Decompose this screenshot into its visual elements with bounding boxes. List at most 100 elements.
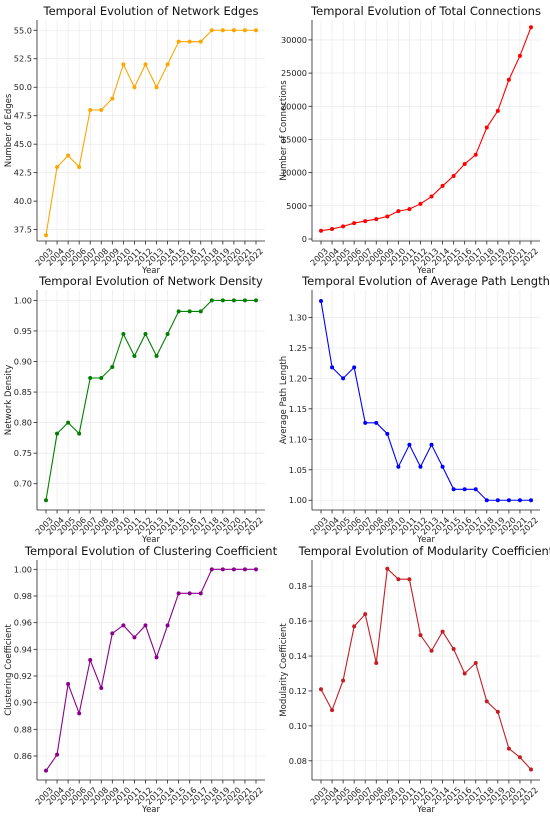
data-point: [517, 53, 522, 58]
data-point: [44, 233, 48, 238]
y-tick-label: 0.88: [14, 724, 32, 734]
y-axis-label: Number of Connections: [279, 80, 289, 181]
chart-modularity: 0.080.100.120.140.160.182003200420052006…: [279, 544, 550, 815]
y-tick-label: 45.0: [14, 139, 32, 149]
data-point: [418, 633, 423, 638]
data-point: [341, 678, 346, 683]
data-point: [407, 442, 412, 447]
data-point: [451, 487, 456, 492]
y-tick-label: 0.70: [14, 479, 32, 489]
data-point: [462, 162, 467, 167]
chart-edges: 37.540.042.545.047.550.052.555.020032004…: [4, 4, 265, 276]
grid: [312, 560, 540, 780]
data-point: [341, 224, 346, 229]
data-point: [319, 687, 323, 692]
chart-clustering: 0.860.880.900.920.940.960.981.0020032004…: [4, 544, 278, 815]
x-axis-label: Year: [141, 805, 161, 815]
data-point: [44, 498, 48, 503]
y-tick-label: 42.5: [14, 168, 32, 178]
y-tick-label: 0.95: [14, 326, 32, 336]
y-tick-label: 50.0: [14, 82, 32, 92]
grid: [312, 290, 540, 510]
data-point: [352, 221, 357, 226]
data-point: [374, 420, 379, 425]
data-point: [440, 629, 445, 634]
data-point: [154, 354, 159, 358]
data-point: [462, 671, 467, 676]
data-point: [187, 591, 192, 596]
data-point: [121, 332, 126, 336]
y-tick-label: 0.16: [289, 616, 307, 626]
data-point: [374, 217, 379, 222]
y-axis-label: Modularity Coefficient: [279, 623, 289, 717]
data-point: [66, 682, 71, 686]
data-point: [374, 661, 379, 666]
data-point: [484, 699, 489, 704]
x-axis-label: Year: [416, 266, 436, 276]
y-tick-label: 0.10: [289, 721, 307, 731]
y-tick-label: 0.12: [289, 686, 307, 696]
chart-title: Temporal Evolution of Clustering Coeffic…: [24, 544, 278, 558]
chart-title: Temporal Evolution of Network Edges: [43, 4, 259, 18]
grid: [37, 290, 265, 510]
y-axis-label: Average Path Length: [279, 356, 289, 444]
data-point: [506, 746, 511, 751]
data-point: [385, 214, 390, 219]
data-point: [132, 354, 137, 358]
data-point: [352, 365, 357, 370]
data-point: [88, 658, 93, 662]
data-point: [418, 201, 423, 206]
y-tick-label: 1.00: [14, 564, 32, 574]
data-point: [242, 28, 247, 33]
y-tick-label: 0.18: [289, 581, 307, 591]
y-tick-label: 0.85: [14, 387, 32, 397]
y-tick-label: 1.15: [289, 404, 307, 414]
data-point: [319, 228, 323, 233]
data-point: [495, 709, 500, 714]
data-point: [176, 591, 181, 596]
y-tick-label: 40.0: [14, 196, 32, 206]
y-tick-label: 0.80: [14, 418, 32, 428]
data-point: [254, 567, 258, 572]
data-point: [473, 661, 478, 666]
data-point: [99, 376, 104, 380]
data-point: [231, 567, 236, 572]
data-point: [529, 767, 533, 772]
data-point: [440, 464, 445, 469]
data-point: [517, 498, 522, 503]
chart-title: Temporal Evolution of Modularity Coeffic…: [298, 544, 550, 558]
data-point: [154, 655, 159, 660]
data-point: [55, 752, 60, 757]
y-tick-label: 0.98: [14, 591, 32, 601]
data-point: [88, 376, 93, 380]
data-point: [55, 164, 60, 169]
data-point: [429, 648, 434, 653]
y-tick-label: 30000: [281, 35, 307, 45]
data-point: [77, 431, 82, 436]
data-point: [110, 631, 115, 636]
y-tick-label: 0.75: [14, 448, 32, 458]
data-point: [209, 298, 214, 303]
grid: [37, 560, 265, 780]
series-line: [320, 300, 531, 501]
data-point: [165, 623, 170, 628]
chart-path_length: 1.001.051.101.151.201.251.30200320042005…: [279, 274, 550, 545]
data-point: [330, 708, 335, 713]
y-tick-label: 52.5: [14, 54, 32, 64]
data-point: [242, 298, 247, 303]
y-tick-label: 0.92: [14, 671, 32, 681]
series-line: [45, 568, 256, 771]
data-point: [88, 107, 93, 112]
data-point: [165, 62, 170, 67]
chart-density: 0.700.750.800.850.900.951.00200320042005…: [4, 274, 265, 545]
data-point: [220, 567, 225, 572]
y-tick-label: 55.0: [14, 25, 32, 35]
data-point: [529, 498, 533, 503]
data-point: [363, 420, 368, 425]
y-tick-label: 0.90: [14, 698, 32, 708]
data-point: [176, 309, 181, 314]
y-tick-label: 1.25: [289, 343, 307, 353]
data-point: [110, 365, 115, 369]
data-point: [484, 498, 489, 503]
